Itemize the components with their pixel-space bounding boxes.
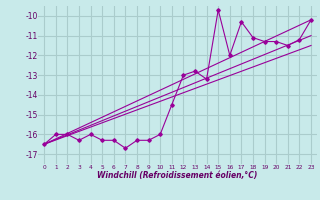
X-axis label: Windchill (Refroidissement éolien,°C): Windchill (Refroidissement éolien,°C) bbox=[97, 171, 258, 180]
